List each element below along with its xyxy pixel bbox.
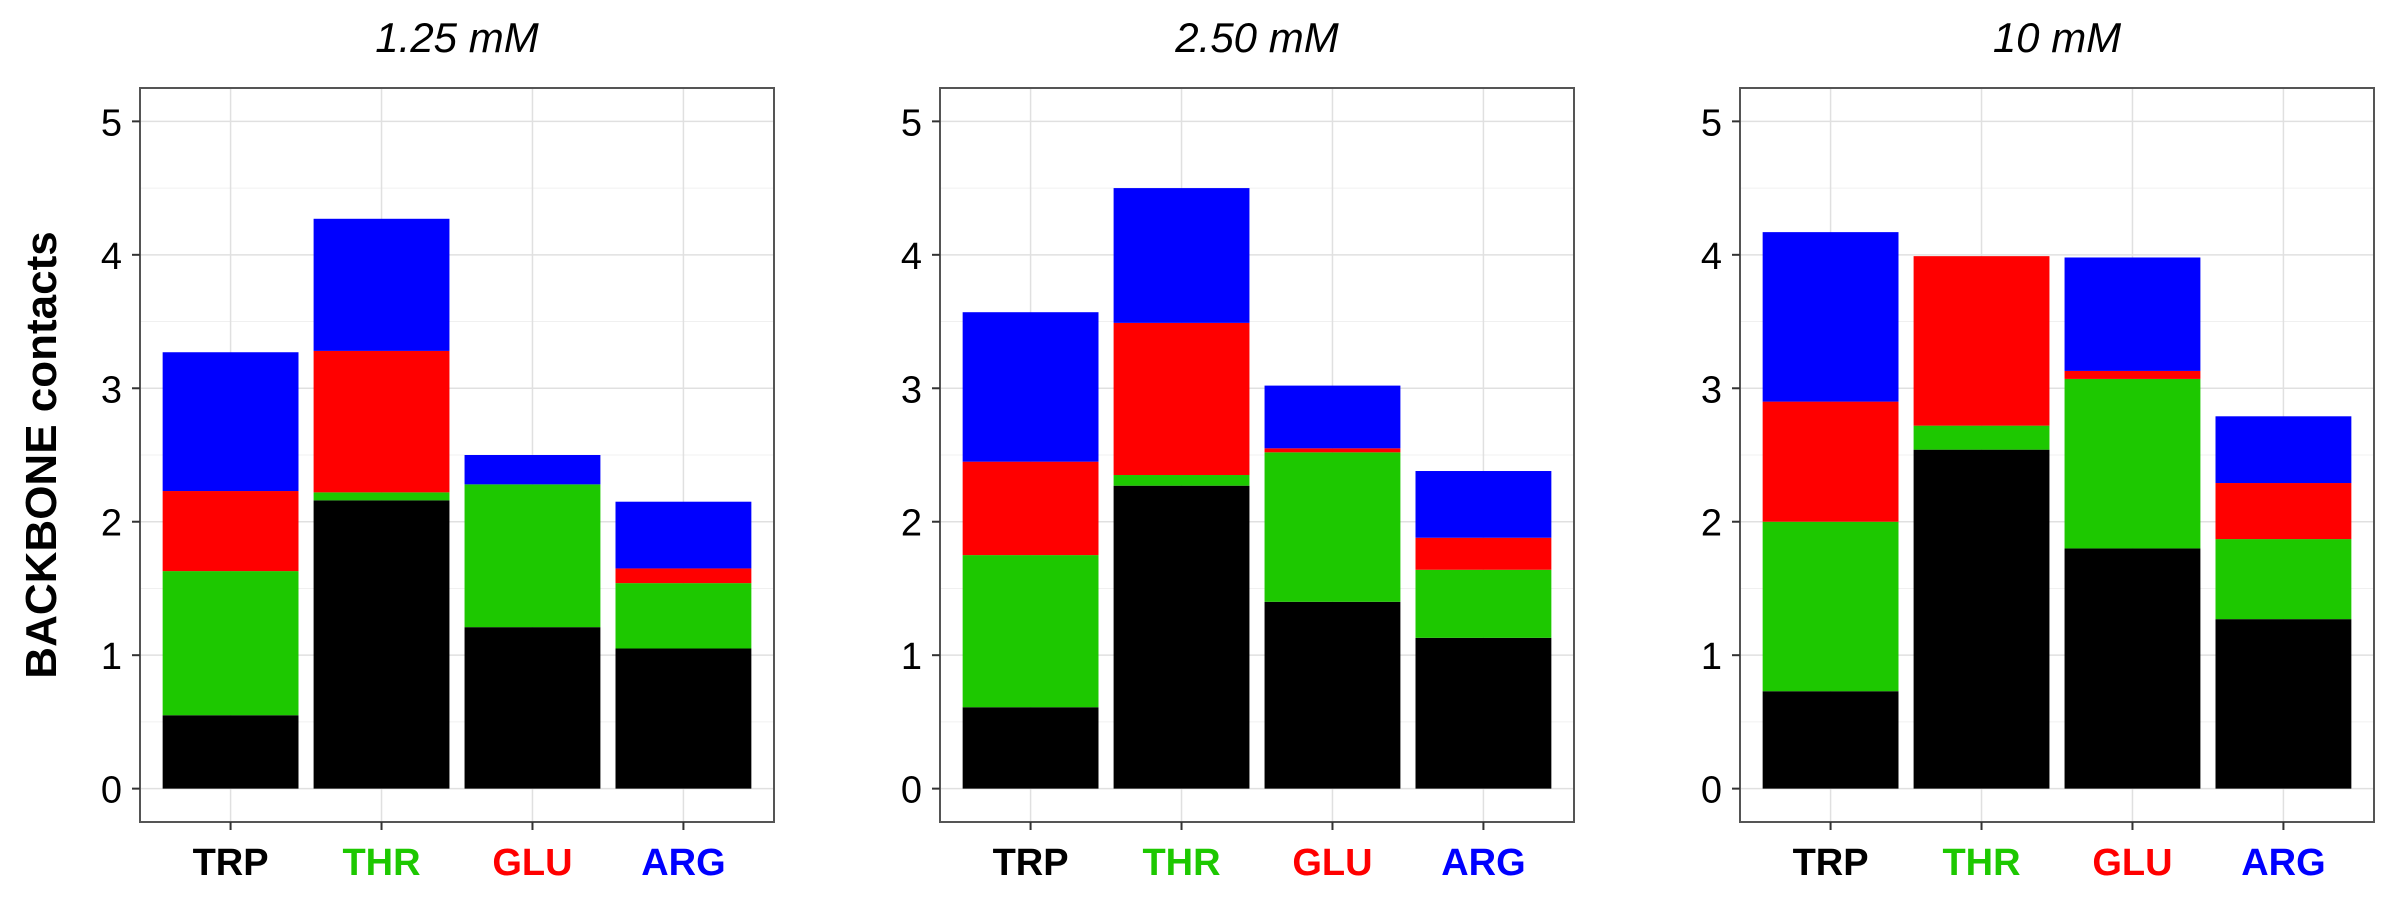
bar-segment-glu-1: [2064, 548, 2201, 789]
bar-segment-thr-3: [1913, 256, 2050, 426]
bar-segment-arg-3: [1415, 537, 1552, 570]
bar-segment-glu-4: [1264, 385, 1401, 449]
y-tick-label: 5: [101, 102, 122, 144]
y-tick-label: 2: [101, 503, 122, 545]
panel-2: 0 1 2 3 4 5 TRP THR GLU ARG 2.50 mM: [901, 14, 1575, 884]
panel-title: 10 mM: [1993, 14, 2121, 61]
x-tick-label-trp: TRP: [193, 842, 269, 884]
bar-segment-thr-3: [1113, 322, 1250, 476]
bar-segment-arg-3: [2215, 483, 2352, 540]
bar-segment-trp-2: [162, 571, 299, 716]
y-tick-label: 0: [1701, 770, 1722, 812]
y-axis-title: BACKBONE contacts: [17, 231, 66, 678]
bar-segment-trp-2: [962, 555, 1099, 708]
bar-segment-arg-1: [615, 648, 752, 789]
y-tick-label: 2: [1701, 503, 1722, 545]
bar-segment-thr-1: [1913, 449, 2050, 789]
panel-border: [1739, 87, 2375, 823]
bar-segment-trp-2: [1762, 521, 1899, 692]
y-tick-label: 1: [1701, 636, 1722, 678]
x-tick-label-arg: ARG: [641, 842, 725, 884]
bar-segment-glu-1: [464, 627, 601, 789]
bar-segment-glu-2: [1264, 452, 1401, 602]
panel-1: 0 1 2 3 4 5 TRP THR GLU ARG 1.25 mM: [101, 14, 775, 884]
bar-segment-thr-3: [313, 350, 450, 493]
bar-segment-arg-4: [615, 501, 752, 569]
bar-segment-trp-1: [1762, 691, 1899, 789]
x-tick-label-thr: THR: [1942, 842, 2020, 884]
y-tick-label: 3: [1701, 369, 1722, 411]
bar-segment-arg-3: [615, 568, 752, 584]
bar-segment-trp-3: [1762, 401, 1899, 522]
bar-segment-thr-2: [1113, 475, 1250, 486]
bar-segment-arg-4: [2215, 416, 2352, 484]
bar-segment-trp-3: [962, 461, 1099, 556]
y-tick-label: 3: [101, 369, 122, 411]
x-tick-label-glu: GLU: [1292, 842, 1372, 884]
y-tick-label: 4: [1701, 236, 1722, 278]
bar-segment-trp-4: [962, 312, 1099, 462]
x-tick-label-glu: GLU: [2092, 842, 2172, 884]
bar-segment-thr-4: [313, 218, 450, 351]
bar-segment-glu-2: [2064, 378, 2201, 549]
x-tick-label-glu: GLU: [492, 842, 572, 884]
bar-segment-glu-3: [1264, 448, 1401, 453]
y-tick-label: 0: [901, 770, 922, 812]
y-tick-label: 4: [901, 236, 922, 278]
bar-segment-arg-2: [615, 583, 752, 649]
y-tick-label: 4: [101, 236, 122, 278]
bar-segment-thr-1: [1113, 485, 1250, 789]
x-tick-label-thr: THR: [342, 842, 420, 884]
y-tick-label: 1: [901, 636, 922, 678]
bar-segment-glu-2: [464, 484, 601, 628]
y-tick-label: 2: [901, 503, 922, 545]
y-tick-label: 5: [901, 102, 922, 144]
bar-segment-glu-4: [464, 455, 601, 485]
bar-segment-arg-4: [1415, 471, 1552, 538]
y-tick-label: 0: [101, 770, 122, 812]
x-tick-label-thr: THR: [1142, 842, 1220, 884]
panel-border: [939, 87, 1575, 823]
x-tick-label-arg: ARG: [2241, 842, 2325, 884]
y-tick-label: 3: [901, 369, 922, 411]
bar-segment-arg-2: [2215, 539, 2352, 620]
x-tick-label-arg: ARG: [1441, 842, 1525, 884]
x-tick-label-trp: TRP: [993, 842, 1069, 884]
bar-segment-glu-4: [2064, 257, 2201, 371]
bar-segment-thr-2: [1913, 425, 2050, 450]
bar-segment-glu-1: [1264, 601, 1401, 789]
bar-segment-trp-3: [162, 491, 299, 572]
bar-segment-arg-1: [2215, 619, 2352, 789]
bar-segment-arg-1: [1415, 637, 1552, 789]
x-tick-label-trp: TRP: [1793, 842, 1869, 884]
panel-3: 0 1 2 3 4 5 TRP THR GLU ARG 10 mM: [1701, 14, 2375, 884]
bar-segment-thr-4: [1113, 188, 1250, 323]
y-tick-label: 5: [1701, 102, 1722, 144]
bar-segment-trp-1: [162, 715, 299, 789]
bar-segment-arg-2: [1415, 569, 1552, 638]
bar-segment-thr-1: [313, 500, 450, 789]
panel-title: 1.25 mM: [375, 14, 538, 61]
panel-border: [139, 87, 775, 823]
panel-title: 2.50 mM: [1174, 14, 1338, 61]
bar-segment-thr-2: [313, 492, 450, 501]
bar-segment-trp-4: [162, 352, 299, 492]
bar-segment-trp-1: [962, 707, 1099, 789]
bar-segment-glu-3: [2064, 370, 2201, 379]
y-tick-label: 1: [101, 636, 122, 678]
bar-segment-trp-4: [1762, 232, 1899, 402]
